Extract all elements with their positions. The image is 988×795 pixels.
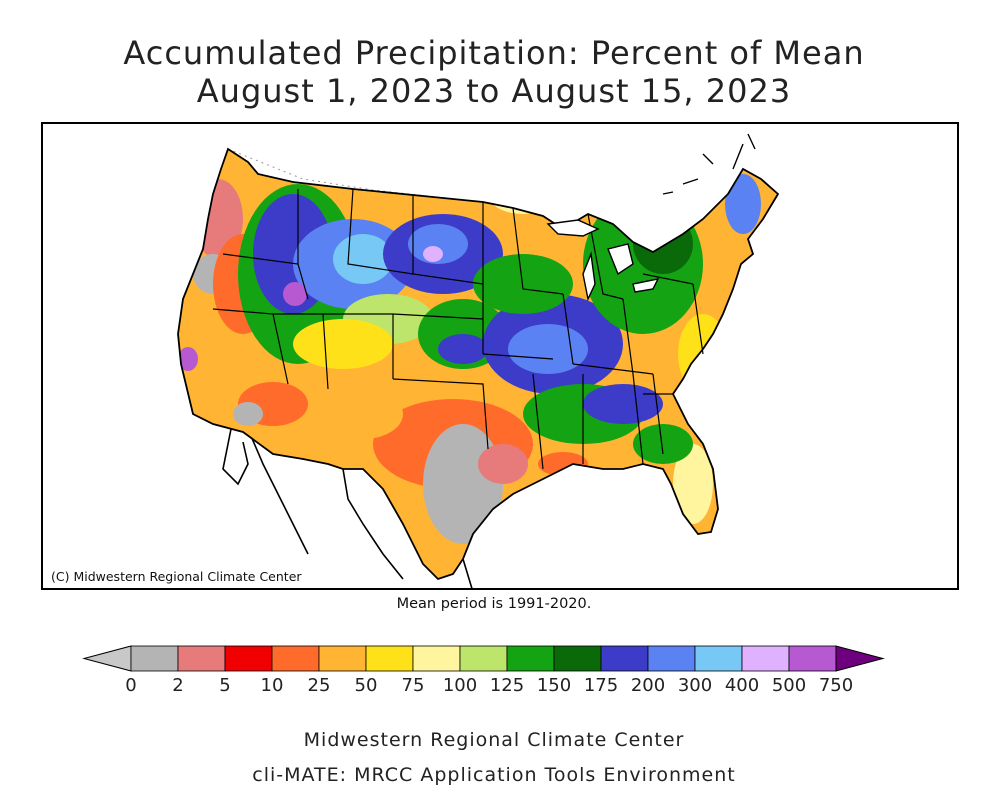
legend-swatch <box>788 645 837 672</box>
map-title: Accumulated Precipitation: Percent of Me… <box>123 34 865 72</box>
legend-swatch <box>741 645 790 672</box>
legend-swatch <box>600 645 649 672</box>
footer-tool: cli-MATE: MRCC Application Tools Environ… <box>252 764 736 786</box>
mean-period-note: Mean period is 1991-2020. <box>396 596 592 612</box>
legend-label: 300 <box>678 675 712 696</box>
legend-label: 150 <box>537 675 571 696</box>
legend-label: 500 <box>772 675 806 696</box>
legend-label: 5 <box>219 675 230 696</box>
legend-label: 50 <box>355 675 378 696</box>
legend-swatch <box>318 645 367 672</box>
great-lakes <box>546 219 660 302</box>
footer-organization: Midwestern Regional Climate Center <box>303 729 685 751</box>
legend-swatch <box>647 645 696 672</box>
legend-label: 0 <box>125 675 136 696</box>
precipitation-map <box>177 133 780 588</box>
legend-swatch <box>130 645 179 672</box>
legend-swatch <box>506 645 555 672</box>
legend-label: 100 <box>443 675 477 696</box>
canada-coast <box>662 133 756 195</box>
legend-label: 2 <box>172 675 183 696</box>
legend-low-arrow <box>82 645 132 672</box>
legend-swatch <box>694 645 743 672</box>
legend-label: 125 <box>490 675 524 696</box>
map-credit: (C) Midwestern Regional Climate Center <box>51 569 302 584</box>
legend-swatch <box>177 645 226 672</box>
legend-label: 10 <box>261 675 284 696</box>
legend-high-arrow <box>835 645 885 672</box>
map-panel: (C) Midwestern Regional Climate Center <box>41 122 959 590</box>
legend-swatch <box>553 645 602 672</box>
legend-label: 750 <box>819 675 853 696</box>
mexico-coastline <box>222 418 473 588</box>
legend-label: 200 <box>631 675 665 696</box>
map-date-range: August 1, 2023 to August 15, 2023 <box>196 72 792 110</box>
legend-label: 175 <box>584 675 618 696</box>
legend-swatch <box>271 645 320 672</box>
legend-label: 400 <box>725 675 759 696</box>
legend-swatch <box>365 645 414 672</box>
state-boundaries <box>212 188 704 470</box>
legend-swatch <box>459 645 508 672</box>
us-outline <box>177 147 780 581</box>
legend-label: 25 <box>308 675 331 696</box>
color-legend: 0 2 5 10 25 50 75 100 125 150 175 200 300 400 500 750 <box>82 645 885 696</box>
legend-swatch <box>224 645 273 672</box>
legend-label: 75 <box>402 675 425 696</box>
legend-swatch <box>412 645 461 672</box>
